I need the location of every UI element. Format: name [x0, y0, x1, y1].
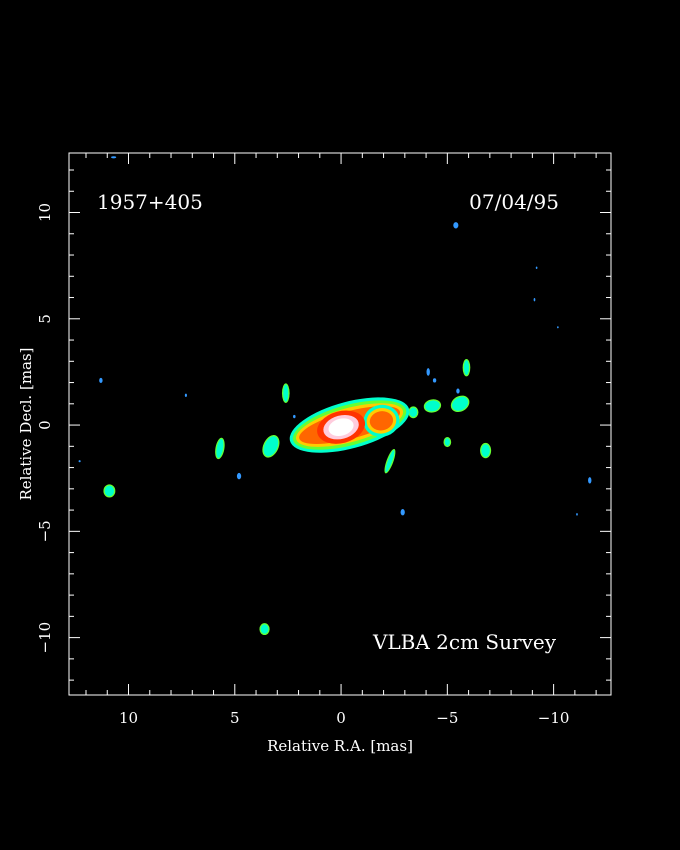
y-tick-label: 0: [36, 420, 54, 430]
emission-feature: [425, 400, 440, 412]
emission-feature: [293, 414, 296, 419]
emission-feature: [400, 509, 405, 516]
emission-feature: [111, 156, 117, 159]
emission-feature: [99, 377, 103, 383]
x-tick-label: −5: [436, 709, 458, 727]
emission-layer: [78, 156, 592, 636]
source-name-label: 1957+405: [97, 190, 203, 214]
x-tick-label: 0: [336, 709, 346, 727]
emission-feature: [535, 266, 538, 270]
emission-feature: [184, 393, 187, 398]
emission-feature: [444, 438, 450, 446]
x-tick-label: −10: [538, 709, 570, 727]
y-tick-label: 5: [36, 314, 54, 324]
plot-frame: [68, 152, 612, 696]
emission-feature: [216, 439, 224, 458]
observation-date-label: 07/04/95: [469, 190, 559, 214]
y-axis-title: Relative Decl. [mas]: [17, 347, 35, 500]
emission-feature: [78, 460, 81, 463]
y-tick-label: 10: [36, 203, 54, 222]
tick-labels: 10 5 0 −5 −10 10 5 0 −5 −10: [36, 203, 569, 727]
x-tick-label: 10: [119, 709, 138, 727]
core-peak: [328, 418, 354, 437]
emission-feature: [409, 407, 418, 417]
emission-feature: [263, 436, 279, 457]
survey-label: VLBA 2cm Survey: [372, 630, 557, 654]
x-axis-title: Relative R.A. [mas]: [267, 737, 413, 755]
emission-feature: [283, 384, 289, 402]
y-tick-label: −5: [36, 520, 54, 542]
emission-feature: [453, 222, 459, 229]
x-tick-label: 5: [230, 709, 240, 727]
emission-feature: [426, 368, 430, 376]
emission-feature: [588, 477, 592, 484]
jet-knot-contour-orange: [369, 411, 394, 431]
emission-feature: [463, 360, 470, 376]
emission-feature: [385, 450, 395, 473]
emission-feature: [533, 297, 536, 302]
emission-feature: [260, 624, 269, 634]
emission-feature: [452, 396, 469, 411]
emission-feature: [481, 444, 490, 457]
emission-feature: [432, 378, 437, 383]
emission-feature: [236, 472, 242, 480]
y-tick-label: −10: [36, 622, 54, 654]
emission-feature: [576, 513, 578, 516]
tick-marks: [69, 153, 611, 695]
emission-feature: [104, 485, 115, 497]
emission-feature: [456, 388, 460, 394]
emission-feature: [557, 326, 559, 329]
